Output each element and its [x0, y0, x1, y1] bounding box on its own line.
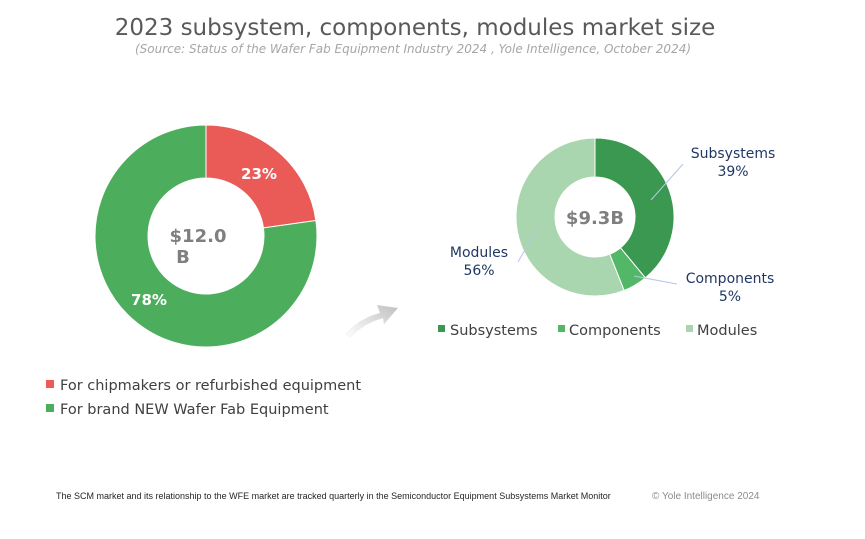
- callout-modules: Modules 56%: [450, 228, 538, 279]
- left-donut-chart: [94, 124, 318, 348]
- callout-leader-modules: [517, 228, 538, 263]
- donut-slice-for-brand-new-wafer-fab-equipment: [94, 124, 318, 348]
- left-donut-center-label: $12.0 B: [170, 226, 227, 268]
- legend-label-new-wfe: For brand NEW Wafer Fab Equipment: [60, 402, 329, 418]
- legend-swatch-subsystems: [438, 325, 445, 332]
- legend-swatch-chipmakers: [46, 380, 54, 388]
- left-center-line-2: B: [176, 247, 190, 268]
- legend-label-components: Components: [569, 323, 661, 339]
- legend-swatch-new-wfe: [46, 404, 54, 412]
- callout-subsystems-value: 39%: [717, 164, 748, 180]
- callout-subsystems-name: Subsystems: [691, 146, 776, 162]
- legend-label-subsystems: Subsystems: [450, 323, 538, 339]
- left-center-line-1: $12.0: [170, 226, 227, 247]
- callout-leader-components: [633, 275, 678, 285]
- chart-subtitle: (Source: Status of the Wafer Fab Equipme…: [135, 42, 691, 56]
- right-donut-chart: [515, 137, 675, 297]
- callout-leader-subsystems: [650, 163, 684, 201]
- curved-arrow-icon: [345, 304, 399, 338]
- legend-label-modules: Modules: [697, 323, 757, 339]
- chart-title: 2023 subsystem, components, modules mark…: [115, 15, 716, 41]
- right-legend: Subsystems Components Modules: [438, 323, 757, 339]
- callout-components-name: Components: [686, 271, 775, 287]
- copyright: © Yole Intelligence 2024: [652, 491, 760, 502]
- callout-subsystems: Subsystems 39%: [650, 146, 776, 201]
- donut-slice-modules: [515, 137, 625, 297]
- donut-slice-subsystems: [594, 137, 675, 279]
- slice-label-chipmakers: 23%: [241, 165, 277, 183]
- left-legend: For chipmakers or refurbished equipment …: [46, 378, 361, 418]
- footnote: The SCM market and its relationship to t…: [56, 491, 611, 501]
- callout-components-value: 5%: [719, 289, 741, 305]
- legend-swatch-modules: [686, 325, 693, 332]
- donut-slice-for-chipmakers-or-refurbished-equipment: [205, 124, 317, 229]
- right-donut-center-label: $9.3B: [566, 208, 624, 229]
- slice-label-new-wfe: 78%: [131, 291, 167, 309]
- callout-modules-value: 56%: [463, 263, 494, 279]
- callout-components: Components 5%: [633, 271, 775, 305]
- callout-modules-name: Modules: [450, 245, 508, 261]
- legend-swatch-components: [558, 325, 565, 332]
- legend-label-chipmakers: For chipmakers or refurbished equipment: [60, 378, 361, 394]
